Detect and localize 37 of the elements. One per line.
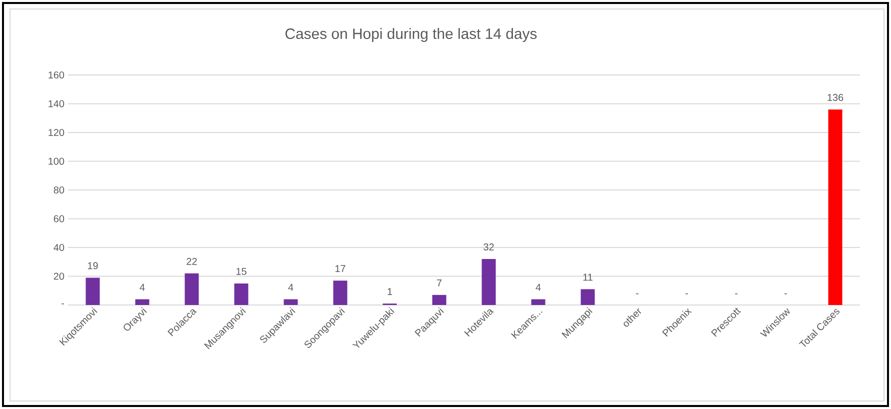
data-label: 7 — [437, 280, 442, 286]
bar — [234, 283, 248, 305]
data-label: 1 — [388, 288, 392, 296]
data-label: 136 — [828, 94, 844, 101]
data-label: 4 — [536, 284, 541, 291]
bar — [482, 259, 496, 305]
chart-title: Cases on Hopi during the last 14 days — [286, 28, 537, 42]
data-label: - — [686, 293, 688, 294]
bar — [184, 273, 199, 305]
bar — [828, 109, 842, 305]
y-tick-label: 40 — [54, 244, 64, 252]
bar — [86, 278, 100, 305]
data-label: - — [735, 293, 738, 294]
data-label: 4 — [140, 284, 145, 291]
data-label: - — [784, 293, 787, 294]
bar — [284, 299, 298, 305]
bar — [580, 289, 595, 305]
y-tick-label: 60 — [54, 215, 64, 222]
data-label: 17 — [335, 265, 346, 272]
data-label: 32 — [484, 243, 494, 250]
data-label: 15 — [236, 268, 246, 275]
data-label: 22 — [186, 258, 197, 265]
data-label: 4 — [288, 284, 294, 291]
y-tick-label: - — [62, 303, 64, 304]
y-tick-label: 140 — [48, 100, 64, 108]
y-tick-label: 160 — [48, 71, 64, 79]
y-tick-label: 20 — [54, 272, 64, 280]
y-tick-label: 120 — [48, 128, 64, 136]
bar — [333, 280, 348, 305]
bar — [135, 299, 150, 305]
bar — [531, 299, 546, 305]
data-label: - — [636, 293, 638, 294]
y-tick-label: 100 — [48, 158, 64, 165]
data-label: 11 — [583, 274, 592, 281]
bar — [432, 294, 446, 305]
y-tick-label: 80 — [54, 186, 64, 194]
data-label: 19 — [88, 262, 98, 270]
